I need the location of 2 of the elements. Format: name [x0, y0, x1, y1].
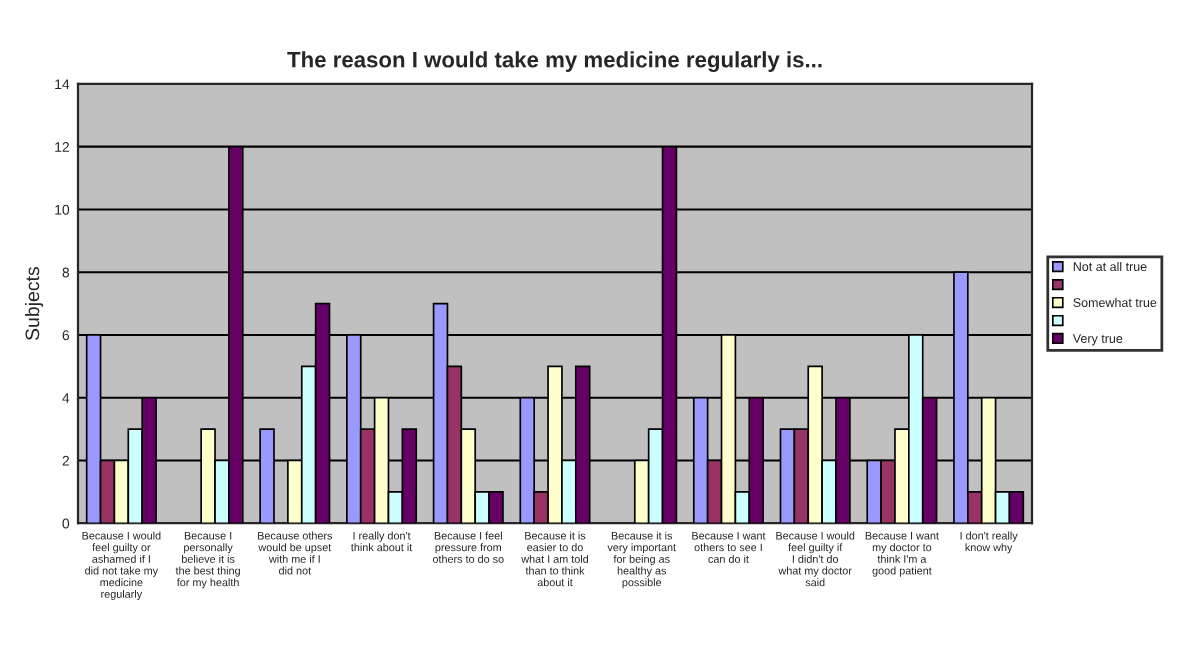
- chart-title: The reason I would take my medicine regularly is...: [287, 51, 822, 73]
- y-axis-title: Subjects: [24, 267, 44, 341]
